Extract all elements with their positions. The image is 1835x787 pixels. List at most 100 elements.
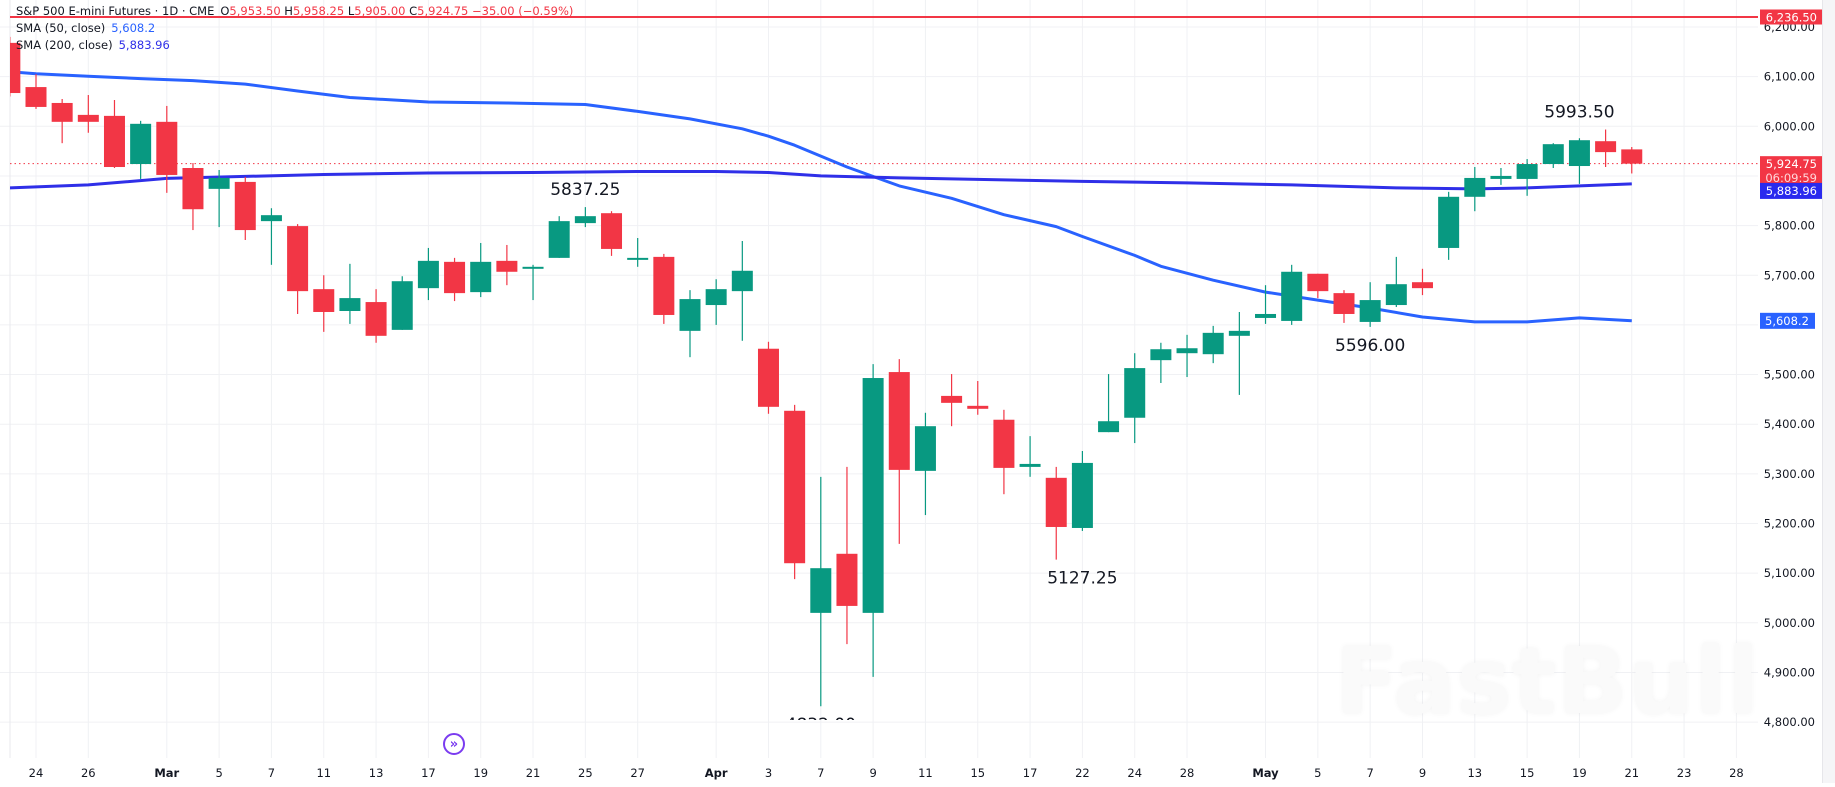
candle[interactable]	[914, 412, 936, 516]
svg-text:06:09:59: 06:09:59	[1765, 171, 1817, 185]
candle[interactable]	[1281, 264, 1303, 325]
candle[interactable]	[1595, 129, 1617, 168]
candle[interactable]	[731, 240, 753, 341]
candle[interactable]	[1071, 451, 1093, 531]
candle[interactable]	[836, 466, 858, 645]
svg-text:5,883.96: 5,883.96	[1766, 184, 1817, 198]
indicator-sma200-row[interactable]: SMA (200, close) 5,883.96	[16, 37, 573, 54]
candle[interactable]	[1019, 436, 1041, 477]
price-tick-label: 5,500.00	[1764, 368, 1815, 382]
candle[interactable]	[1490, 168, 1512, 185]
candle[interactable]	[77, 95, 99, 133]
candle[interactable]	[941, 374, 963, 427]
candle[interactable]	[1255, 285, 1277, 324]
candle[interactable]	[679, 290, 701, 358]
candle[interactable]	[417, 247, 439, 301]
candle[interactable]	[260, 208, 282, 265]
time-tick-label: 13	[1467, 766, 1482, 780]
indicator-sma50-row[interactable]: SMA (50, close) 5,608.2	[16, 20, 573, 37]
candle[interactable]	[574, 207, 596, 228]
time-tick-label: 3	[765, 766, 772, 780]
candle[interactable]	[1516, 159, 1538, 196]
time-tick-label: 9	[869, 766, 876, 780]
candle[interactable]	[1385, 256, 1407, 308]
open-value: 5,953.50	[229, 4, 281, 18]
candle[interactable]	[208, 169, 230, 228]
candle[interactable]	[130, 120, 152, 179]
sma200-price-badge: 5,883.96	[1760, 182, 1822, 199]
jump-to-realtime-button[interactable]: »	[443, 733, 465, 755]
candle[interactable]	[1464, 167, 1486, 212]
candle[interactable]	[1124, 353, 1146, 444]
symbol-title[interactable]: S&P 500 E-mini Futures · 1D · CME	[16, 4, 215, 18]
candle[interactable]	[1333, 290, 1355, 323]
candle[interactable]	[1568, 138, 1590, 184]
candle[interactable]	[1438, 191, 1460, 260]
candle[interactable]	[470, 242, 492, 298]
candle[interactable]	[1542, 143, 1564, 169]
close-value: 5,924.75	[417, 4, 469, 18]
time-tick-label: 23	[1677, 766, 1692, 780]
candle[interactable]	[103, 99, 125, 169]
candle[interactable]	[601, 211, 623, 256]
resistance-price-badge: 6,236.50	[1760, 9, 1822, 25]
plot-area[interactable]: 5837.25 4832.00 5127.25 5596.00 5993.50	[0, 36, 1758, 735]
candle[interactable]	[1621, 147, 1643, 174]
price-annotation: 5596.00	[1335, 336, 1405, 356]
time-tick-label: 19	[1572, 766, 1587, 780]
candle[interactable]	[784, 404, 806, 580]
candle[interactable]	[234, 176, 256, 240]
candle[interactable]	[1307, 273, 1329, 299]
candle[interactable]	[993, 409, 1015, 495]
candle[interactable]	[653, 253, 675, 324]
symbol-ohlc-row[interactable]: S&P 500 E-mini Futures · 1D · CME O5,953…	[16, 3, 573, 20]
candle[interactable]	[1202, 325, 1224, 364]
candle[interactable]	[0, 36, 21, 97]
candle[interactable]	[967, 381, 989, 415]
candle[interactable]	[339, 263, 361, 324]
candle[interactable]	[156, 105, 178, 193]
candle[interactable]	[391, 276, 413, 330]
indicator-value: 5,608.2	[111, 21, 156, 35]
candle[interactable]	[810, 476, 832, 707]
candle[interactable]	[888, 359, 910, 544]
candle[interactable]	[365, 289, 387, 343]
candle[interactable]	[1098, 374, 1120, 433]
time-axis[interactable]: 24 26 Mar 5 7 11 13 17 19 21 25 27 Apr 3 7 9 11 15 17 22 24 2…	[29, 766, 1744, 780]
candle[interactable]	[313, 275, 335, 332]
indicator-name[interactable]: SMA (50, close)	[16, 21, 106, 35]
time-tick-label: 11	[316, 766, 331, 780]
time-tick-label: 11	[918, 766, 933, 780]
price-axis[interactable]: 6,200.006,100.006,000.005,800.005,700.00…	[1760, 9, 1822, 730]
candle[interactable]	[1176, 334, 1198, 378]
time-tick-label: 28	[1180, 766, 1195, 780]
candle[interactable]	[1359, 282, 1381, 327]
candle[interactable]	[522, 264, 544, 301]
candle[interactable]	[705, 279, 727, 325]
time-tick-label: 21	[526, 766, 541, 780]
price-tick-label: 6,100.00	[1764, 70, 1815, 84]
candle[interactable]	[1150, 342, 1172, 383]
candle[interactable]	[548, 216, 570, 258]
sma200-line[interactable]	[10, 170, 1632, 191]
candle[interactable]	[757, 341, 779, 414]
candle[interactable]	[496, 244, 518, 286]
candle[interactable]	[627, 238, 649, 267]
time-tick-label: 26	[81, 766, 96, 780]
candle[interactable]	[287, 224, 309, 314]
time-tick-label: 15	[1520, 766, 1535, 780]
candle[interactable]	[182, 163, 204, 231]
candle[interactable]	[51, 98, 73, 144]
candle[interactable]	[1045, 466, 1067, 560]
candle[interactable]	[25, 74, 47, 109]
candle[interactable]	[1411, 268, 1433, 296]
indicator-name[interactable]: SMA (200, close)	[16, 38, 113, 52]
candle[interactable]	[862, 364, 884, 677]
time-tick-label: 24	[29, 766, 44, 780]
candle[interactable]	[444, 257, 466, 302]
price-tick-label: 6,000.00	[1764, 119, 1815, 133]
candle[interactable]	[1228, 311, 1250, 395]
time-tick-label: 25	[578, 766, 593, 780]
